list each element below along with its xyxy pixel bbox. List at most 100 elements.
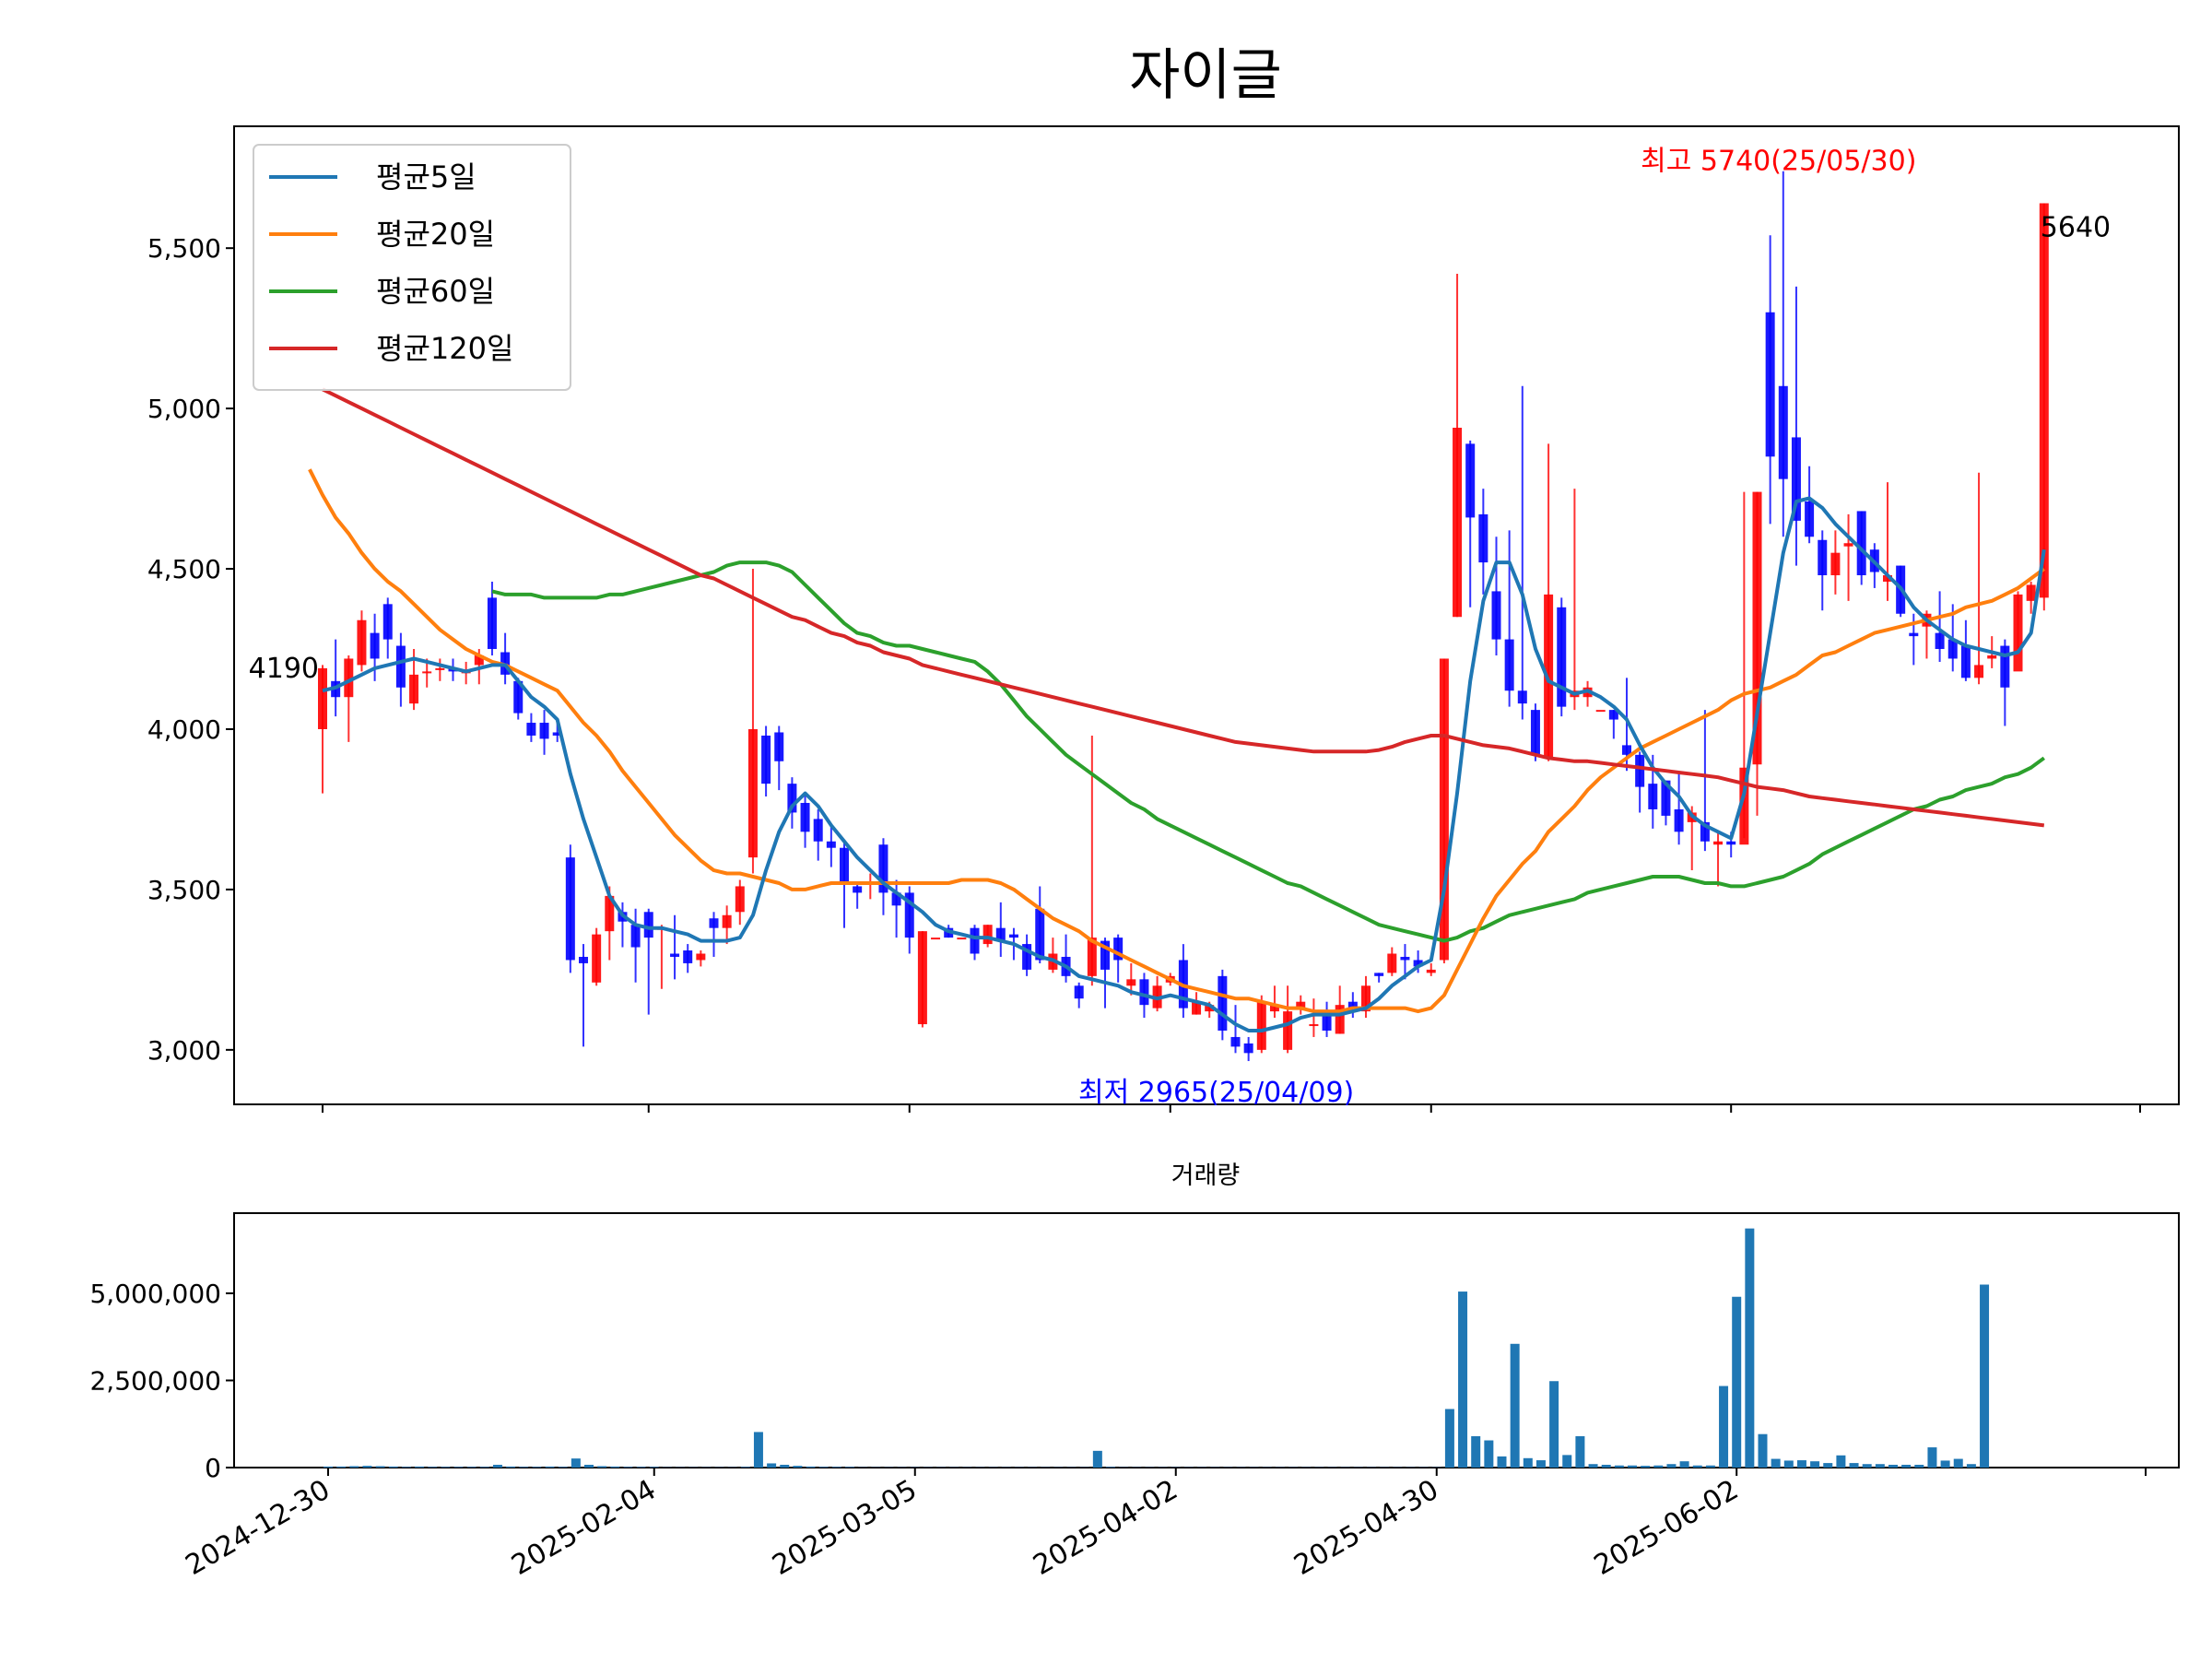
volume-bar <box>428 1467 437 1468</box>
candle-body-up <box>696 954 705 961</box>
candle-body-down <box>1936 633 1945 649</box>
candle-body-down <box>1648 784 1657 809</box>
xtick-label: 2025-02-04 <box>506 1474 661 1582</box>
candle-body-down <box>383 604 393 639</box>
legend-entry: 평균20일 <box>376 217 495 252</box>
xtick-label: 2025-06-02 <box>1589 1474 1744 1582</box>
volume-bar <box>1524 1458 1533 1468</box>
candle-body-down <box>540 723 549 738</box>
candle-body-up <box>2014 595 2023 671</box>
volume-bar <box>1901 1465 1911 1468</box>
candle-body-up <box>1126 979 1135 985</box>
volume-bar <box>832 1467 841 1468</box>
volume-bar <box>1719 1386 1728 1468</box>
volume-bar <box>376 1466 385 1468</box>
candle-body-down <box>631 925 641 947</box>
volume-bar <box>571 1458 581 1468</box>
low-price-annotation: 최저 2965(25/04/09) <box>1078 1077 1354 1109</box>
legend-entry: 평균120일 <box>376 331 513 366</box>
volume-bar <box>584 1465 594 1468</box>
candle-body-down <box>1766 313 1775 457</box>
candle-body-down <box>1035 909 1044 961</box>
start-price-label: 4190 <box>249 653 319 685</box>
candle-body-up <box>2040 203 2049 597</box>
candle-body-down <box>840 848 849 883</box>
price-ytick-label: 4,000 <box>147 714 221 745</box>
volume-bar <box>819 1467 829 1468</box>
volume-ytick-label: 5,000,000 <box>89 1279 221 1309</box>
candle-body-down <box>1139 979 1148 1005</box>
candle-body-up <box>318 668 327 729</box>
volume-bar <box>1759 1434 1768 1468</box>
candle-body-up <box>931 938 940 939</box>
candle-body-up <box>2027 584 2036 600</box>
volume-bar <box>1458 1291 1467 1468</box>
candle-body-down <box>1805 501 1814 537</box>
candle-body-down <box>1400 957 1409 960</box>
candle-body-up <box>748 729 758 857</box>
candle-body-down <box>1478 514 1488 562</box>
volume-bar <box>767 1463 776 1468</box>
candle-body-down <box>2000 646 2009 688</box>
candle-body-down <box>1531 710 1540 755</box>
volume-bar <box>1914 1465 1924 1468</box>
candle-body-down <box>710 918 719 927</box>
candle-body-up <box>1987 655 1996 658</box>
end-price-label: 5640 <box>2041 211 2111 243</box>
volume-bar <box>1471 1436 1480 1468</box>
volume-bar <box>1797 1460 1806 1468</box>
candle-body-up <box>735 886 745 912</box>
volume-bar <box>1680 1461 1689 1468</box>
volume-bar <box>1602 1465 1611 1468</box>
volume-bar <box>1106 1467 1115 1468</box>
candle-body-down <box>801 803 810 832</box>
volume-bar <box>806 1467 816 1468</box>
candle-body-down <box>1961 646 1971 678</box>
volume-bar <box>480 1467 489 1468</box>
volume-bar <box>546 1467 555 1468</box>
volume-bar <box>559 1467 568 1468</box>
xtick-label: 2024-12-30 <box>181 1474 335 1582</box>
volume-bar <box>1589 1464 1598 1468</box>
candle-body-down <box>1857 511 1866 575</box>
volume-bar <box>1954 1459 1963 1468</box>
volume-bar <box>1850 1463 1859 1468</box>
volume-bar <box>1536 1460 1546 1468</box>
volume-bar <box>1941 1460 1950 1468</box>
ma60-line <box>492 562 2044 941</box>
volume-bar <box>1484 1441 1493 1468</box>
candle-body-down <box>1218 976 1227 1031</box>
volume-bar <box>1980 1285 1989 1468</box>
candle-body-down <box>1675 809 1684 832</box>
volume-bar <box>597 1466 606 1468</box>
candle-body-up <box>1596 710 1606 712</box>
candle-body-down <box>1505 640 1514 691</box>
volume-bar <box>1562 1455 1571 1468</box>
legend-entry: 평균5일 <box>376 159 477 195</box>
candle-body-down <box>1635 755 1644 787</box>
volume-bar <box>1615 1466 1624 1468</box>
volume-bar <box>1745 1229 1754 1468</box>
candle-body-down <box>1779 386 1788 479</box>
candle-body-down <box>1909 633 1918 636</box>
candle-body-down <box>670 954 679 957</box>
candle-body-down <box>1244 1044 1253 1053</box>
volume-bar <box>1771 1459 1781 1468</box>
xtick-label: 2025-03-05 <box>767 1474 922 1582</box>
volume-bar <box>1549 1381 1559 1468</box>
volume-bar <box>506 1467 515 1468</box>
xtick-label: 2025-04-30 <box>1288 1474 1443 1582</box>
volume-bar <box>1927 1447 1936 1468</box>
candle-body-down <box>1557 607 1566 707</box>
volume-bar <box>650 1467 659 1468</box>
price-ytick-label: 5,500 <box>147 233 221 264</box>
price-ytick-label: 4,500 <box>147 554 221 584</box>
candle-body-up <box>1844 543 1853 546</box>
candle-body-up <box>1974 665 1983 678</box>
volume-bar <box>467 1467 477 1468</box>
candle-body-down <box>396 646 406 688</box>
volume-ytick-label: 0 <box>205 1453 221 1483</box>
